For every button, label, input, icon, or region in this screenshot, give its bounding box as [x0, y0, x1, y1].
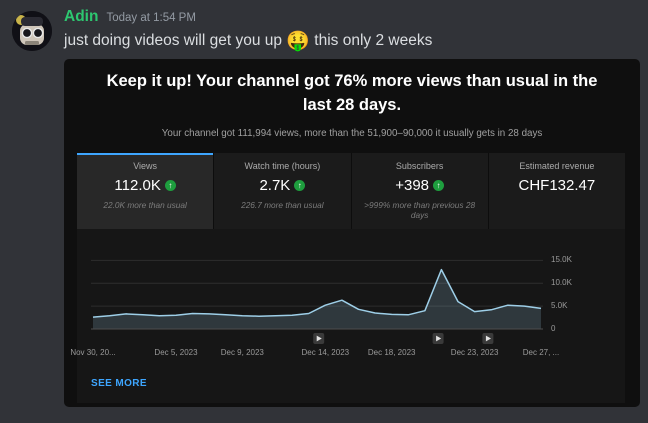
video-upload-marker-icon[interactable]: [432, 332, 444, 344]
tab-estimated-revenue-value-row: CHF132.47: [493, 177, 621, 194]
tab-subscribers-label: Subscribers: [395, 160, 444, 171]
y-axis-tick-label: 5.0K: [551, 300, 568, 310]
discord-message: Adin Today at 1:54 PM just doing videos …: [0, 8, 648, 407]
tab-subscribers-value-row: +398 ↑: [356, 177, 484, 194]
tab-subscribers-note: >999% more than previous 28 days: [364, 199, 476, 220]
y-axis-tick-label: 10.0K: [551, 278, 572, 288]
tab-views-label: Views: [133, 160, 158, 171]
message-text-after: this only 2 weeks: [309, 32, 433, 49]
analytics-headline: Keep it up! Your channel got 76% more vi…: [106, 72, 598, 114]
tab-watch-time-value: 2.7K: [259, 176, 291, 194]
avatar[interactable]: [12, 11, 52, 51]
tab-subscribers-value: +398: [395, 176, 430, 194]
tab-estimated-revenue-label: Estimated revenue: [519, 160, 595, 171]
tab-watch-time-label: Watch time (hours): [244, 160, 321, 171]
tab-estimated-revenue-value: CHF132.47: [518, 176, 596, 194]
tab-watch-time[interactable]: Watch time (hours) 2.7K ↑ 226.7 more tha…: [213, 152, 351, 229]
tab-views[interactable]: Views 112.0K ↑ 22.0K more than usual: [77, 152, 214, 229]
tab-estimated-revenue[interactable]: Estimated revenue CHF132.47: [487, 152, 625, 229]
trend-up-icon: ↑: [433, 179, 445, 191]
analytics-card: Views 112.0K ↑ 22.0K more than usual Wat…: [70, 152, 625, 403]
x-axis-tick-label: Dec 5, 2023: [154, 347, 198, 357]
tab-watch-time-note: 226.7 more than usual: [241, 199, 324, 210]
tab-subscribers[interactable]: Subscribers +398 ↑ >999% more than previ…: [350, 152, 488, 229]
x-axis-tick-label: Dec 27, ...: [522, 347, 560, 357]
avatar-image: [12, 11, 52, 51]
money-face-emoji: 🤑: [286, 31, 310, 52]
x-axis: Nov 30, 20... Dec 5, 2023 Dec 9, 2023 Dec 1…: [70, 347, 559, 362]
tab-views-value: 112.0K: [114, 176, 161, 194]
timestamp: Today at 1:54 PM: [106, 12, 196, 24]
username[interactable]: Adin: [64, 8, 99, 25]
y-axis-tick-label: 15.0K: [551, 255, 572, 265]
message-header: Adin Today at 1:54 PM: [64, 8, 642, 26]
trend-up-icon: ↑: [164, 179, 176, 191]
message-text-before: just doing videos will get you up: [64, 32, 287, 49]
video-upload-marker-icon[interactable]: [482, 332, 494, 344]
views-chart-area: 15.0K 10.0K 5.0K 0: [91, 249, 572, 345]
tab-views-value-row: 112.0K ↑: [81, 177, 209, 194]
video-upload-marker-icon[interactable]: [313, 332, 325, 344]
message-content: Adin Today at 1:54 PM just doing videos …: [64, 8, 648, 407]
metric-tabs: Views 112.0K ↑ 22.0K more than usual Wat…: [77, 152, 625, 229]
x-axis-tick-label: Dec 14, 2023: [301, 347, 350, 357]
x-axis-tick-label: Dec 9, 2023: [220, 347, 264, 357]
y-axis-tick-label: 0: [551, 323, 556, 333]
chart-section: 15.0K 10.0K 5.0K 0 Nov 30, 20... Dec 5, 2023…: [70, 229, 625, 362]
tab-views-note: 22.0K more than usual: [103, 199, 187, 210]
trend-up-icon: ↑: [294, 179, 306, 191]
x-axis-tick-label: Dec 18, 2023: [367, 347, 416, 357]
x-axis-tick-label: Dec 23, 2023: [450, 347, 499, 357]
tab-watch-time-value-row: 2.7K ↑: [218, 177, 346, 194]
analytics-image-embed[interactable]: Keep it up! Your channel got 76% more vi…: [64, 59, 640, 407]
views-chart[interactable]: [91, 249, 543, 345]
message-text: just doing videos will get you up 🤑 this…: [64, 30, 642, 52]
x-axis-tick-label: Nov 30, 20...: [70, 347, 116, 357]
analytics-subtitle: Your channel got 111,994 views, more tha…: [161, 127, 543, 139]
see-more-link[interactable]: SEE MORE: [91, 377, 147, 389]
tab-estimated-revenue-note: [493, 200, 621, 210]
y-axis: 15.0K 10.0K 5.0K 0: [551, 249, 611, 345]
